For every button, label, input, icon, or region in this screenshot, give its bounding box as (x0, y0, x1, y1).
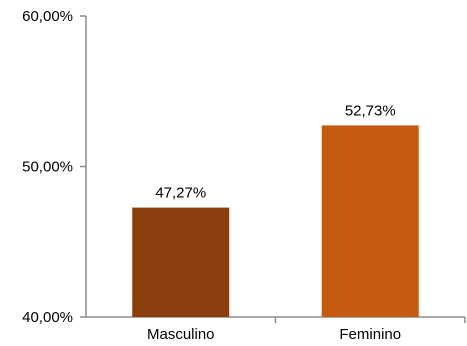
data-label-feminino: 52,73% (345, 102, 396, 119)
category-label-masculino: Masculino (147, 326, 215, 343)
y-tick-label: 50,00% (22, 159, 73, 176)
data-label-masculino: 47,27% (155, 185, 206, 202)
y-tick-label: 60,00% (22, 8, 73, 25)
labels: 47,27% Masculino 52,73% Feminino (147, 102, 401, 343)
bar-masculino (132, 207, 230, 317)
bar-feminino (321, 125, 419, 317)
bars (132, 125, 419, 317)
category-label-feminino: Feminino (339, 326, 401, 343)
y-tick-label: 40,00% (22, 309, 73, 326)
